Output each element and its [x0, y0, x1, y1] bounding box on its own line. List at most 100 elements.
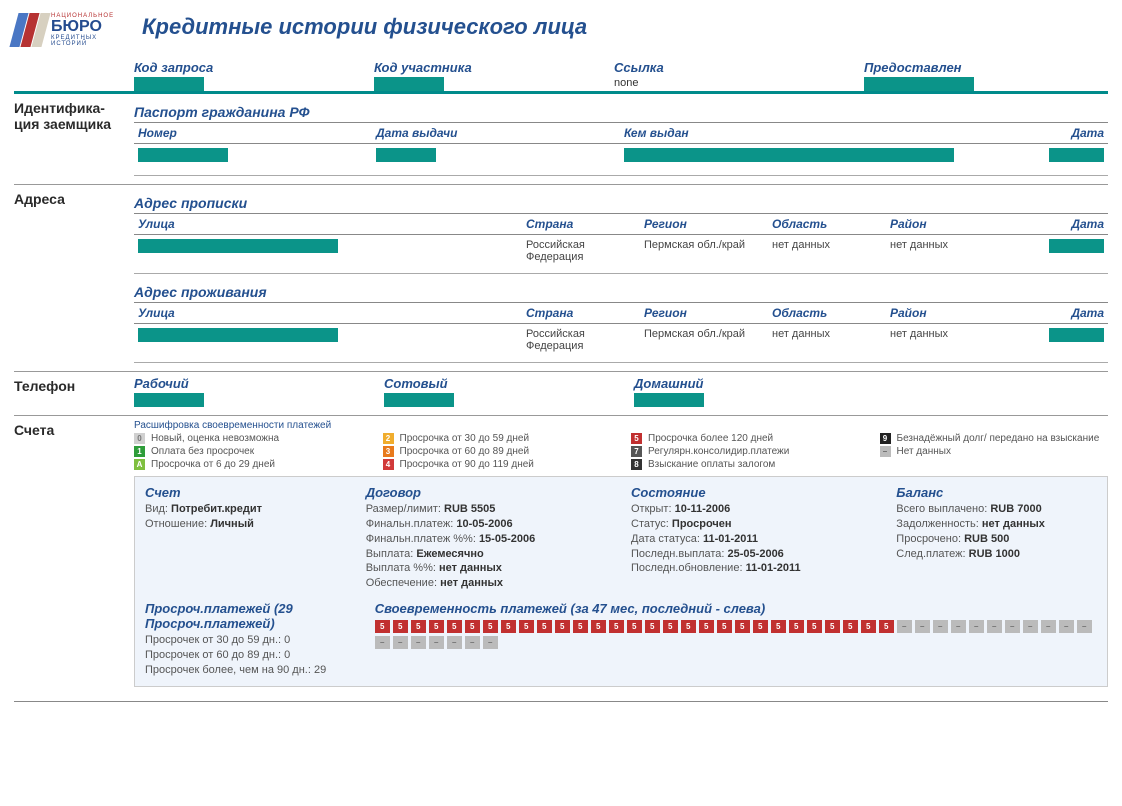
accounts-side-label: Счета	[14, 420, 134, 687]
timeline-cell: 5	[681, 620, 696, 633]
bureau-logo: НАЦИОНАЛЬНОЕ БЮРО КРЕДИТНЫХ ИСТОРИЙ	[14, 10, 124, 50]
passport-table: Номер Дата выдачи Кем выдан Дата	[134, 122, 1108, 176]
payment-timeline: 55555555555555555555555555555–––––––––––…	[375, 620, 1097, 649]
timeline-cell: 5	[537, 620, 552, 633]
res-address-heading: Адрес проживания	[134, 284, 1108, 300]
timeline-cell: 5	[501, 620, 516, 633]
logo-main-text: БЮРО	[51, 19, 124, 35]
payment-legend: 0Новый, оценка невозможна 2Просрочка от 3…	[134, 433, 1108, 470]
legend-item: 5Просрочка более 120 дней	[631, 433, 860, 444]
timeline-cell: –	[915, 620, 930, 633]
legend-item: 1Оплата без просрочек	[134, 446, 363, 457]
acct-header: Счет	[145, 485, 346, 500]
legend-item: 8Взыскание оплаты залогом	[631, 459, 860, 470]
reg-address-table: Улица Страна Регион Область Район Дата Р…	[134, 213, 1108, 274]
timeline-heading: Своевременность платежей (за 47 мес, пос…	[375, 601, 1097, 616]
phone-side-label: Телефон	[14, 376, 134, 407]
timeline-cell: –	[483, 636, 498, 649]
legend-item: 9Безнадёжный долг/ передано на взыскание	[880, 433, 1109, 444]
phone-section: Телефон Рабочий Сотовый Домашний	[14, 372, 1108, 416]
state-header: Состояние	[631, 485, 876, 500]
timeline-cell: 5	[609, 620, 624, 633]
timeline-cell: 5	[645, 620, 660, 633]
timeline-cell: 5	[879, 620, 894, 633]
timeline-cell: –	[411, 636, 426, 649]
logo-sub-text: КРЕДИТНЫХ ИСТОРИЙ	[51, 35, 124, 47]
phone-home-label: Домашний	[634, 376, 874, 391]
timeline-cell: –	[897, 620, 912, 633]
timeline-cell: –	[429, 636, 444, 649]
legend-item: 4Просрочка от 90 до 119 дней	[383, 459, 612, 470]
timeline-cell: –	[969, 620, 984, 633]
addresses-section: Адреса Адрес прописки Улица Страна Регио…	[14, 185, 1108, 372]
timeline-cell: 5	[591, 620, 606, 633]
provided-label: Предоставлен	[864, 60, 1064, 75]
identification-section: Идентифика-ция заемщика Паспорт граждани…	[14, 94, 1108, 185]
timeline-cell: –	[951, 620, 966, 633]
timeline-cell: –	[447, 636, 462, 649]
phone-mobile-label: Сотовый	[384, 376, 624, 391]
timeline-cell: 5	[519, 620, 534, 633]
phone-mobile-value	[384, 393, 454, 407]
page-title: Кредитные истории физического лица	[142, 14, 587, 40]
passport-heading: Паспорт гражданина РФ	[134, 104, 1108, 120]
timeline-cell: 5	[375, 620, 390, 633]
timeline-cell: 5	[861, 620, 876, 633]
legend-item: 2Просрочка от 30 до 59 дней	[383, 433, 612, 444]
timeline-cell: –	[987, 620, 1002, 633]
timeline-cell: 5	[429, 620, 444, 633]
member-code-label: Код участника	[374, 60, 604, 75]
link-label: Ссылка	[614, 60, 854, 75]
balance-header: Баланс	[896, 485, 1097, 500]
timeline-cell: 5	[555, 620, 570, 633]
timeline-cell: –	[393, 636, 408, 649]
report-header: НАЦИОНАЛЬНОЕ БЮРО КРЕДИТНЫХ ИСТОРИЙ Кред…	[14, 10, 1108, 50]
timeline-cell: 5	[411, 620, 426, 633]
addresses-side-label: Адреса	[14, 189, 134, 363]
timeline-cell: 5	[573, 620, 588, 633]
phone-home-value	[634, 393, 704, 407]
timeline-cell: 5	[789, 620, 804, 633]
timeline-cell: –	[1077, 620, 1092, 633]
member-code-value	[374, 77, 444, 91]
timeline-cell: 5	[717, 620, 732, 633]
request-code-value	[134, 77, 204, 91]
timeline-cell: 5	[843, 620, 858, 633]
timeline-cell: –	[1023, 620, 1038, 633]
timeline-cell: –	[1059, 620, 1074, 633]
timeline-cell: 5	[393, 620, 408, 633]
legend-item: 0Новый, оценка невозможна	[134, 433, 363, 444]
overdue-summary-heading: Просроч.платежей (29 Просроч.платежей)	[145, 601, 355, 631]
phone-work-value	[134, 393, 204, 407]
request-info-section: Код запроса Код участника Ссылка none Пр…	[14, 56, 1108, 94]
provided-value	[864, 77, 974, 91]
legend-item: 3Просрочка от 60 до 89 дней	[383, 446, 612, 457]
timeline-cell: 5	[663, 620, 678, 633]
timeline-cell: 5	[447, 620, 462, 633]
timeline-cell: 5	[699, 620, 714, 633]
legend-item: AПросрочка от 6 до 29 дней	[134, 459, 363, 470]
request-code-label: Код запроса	[134, 60, 364, 75]
timeline-cell: 5	[771, 620, 786, 633]
timeline-cell: 5	[753, 620, 768, 633]
identification-side-label: Идентифика-ция заемщика	[14, 98, 134, 176]
col-issued-by: Кем выдан	[620, 123, 1030, 144]
timeline-cell: –	[465, 636, 480, 649]
timeline-cell: 5	[627, 620, 642, 633]
timeline-cell: 5	[735, 620, 750, 633]
reg-address-heading: Адрес прописки	[134, 195, 1108, 211]
timeline-cell: 5	[825, 620, 840, 633]
legend-item: –Нет данных	[880, 446, 1109, 457]
phone-work-label: Рабочий	[134, 376, 374, 391]
legend-item: 7Регулярн.консолидир.платежи	[631, 446, 860, 457]
link-value: none	[614, 77, 854, 89]
timeline-cell: –	[933, 620, 948, 633]
timeline-cell: –	[375, 636, 390, 649]
timeline-cell: 5	[483, 620, 498, 633]
col-date: Дата	[1030, 123, 1108, 144]
timeline-cell: –	[1005, 620, 1020, 633]
contract-header: Договор	[366, 485, 611, 500]
legend-title: Расшифровка своевременности платежей	[134, 420, 1108, 431]
timeline-cell: 5	[807, 620, 822, 633]
col-issue-date: Дата выдачи	[372, 123, 620, 144]
